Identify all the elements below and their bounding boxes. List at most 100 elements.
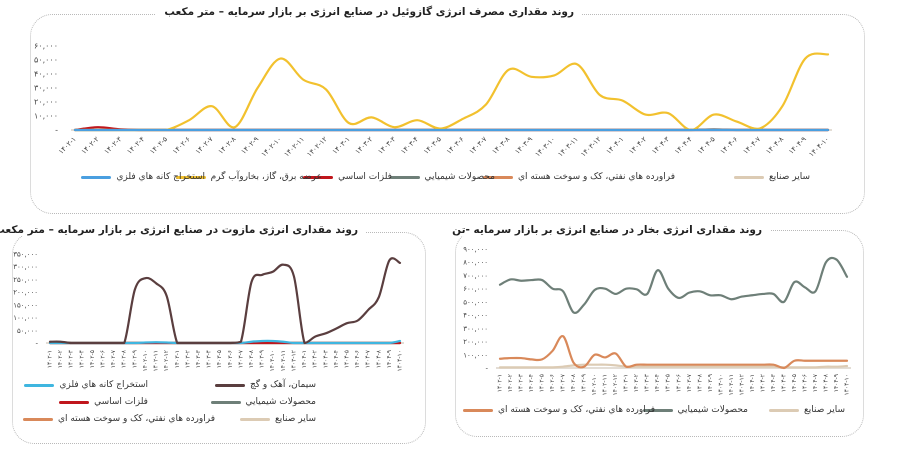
x-tick-label: ۱۴۰۴-۷ xyxy=(365,349,372,368)
x-tick-label: ۱۴۰۴-۶ xyxy=(354,350,361,368)
x-tick-label: ۱۴۰۲-۵ xyxy=(89,350,96,368)
legend-label: فلزات اساسي xyxy=(338,172,392,182)
legend-swatch xyxy=(175,175,206,179)
x-tick-label: ۱۴۰۳-۶ xyxy=(675,374,682,392)
x-tick-label: ۱۴۰۲-۴ xyxy=(528,374,535,392)
x-tick-label: ۱۴۰۳-۹ xyxy=(707,374,714,392)
legend-swatch xyxy=(214,383,245,387)
y-tick-label: ۳۰۰,۰۰۰ xyxy=(13,263,38,271)
x-tick-label: ۱۴۰۳-۴ xyxy=(654,374,661,392)
y-tick-label: ۵۰۰,۰۰۰ xyxy=(463,298,488,306)
legend-item-cement: سیمان، آهک و گچ xyxy=(214,380,316,390)
legend-swatch xyxy=(768,408,799,412)
x-tick-label: ۱۴۰۲-۳ xyxy=(518,373,525,392)
x-tick-label: ۱۴۰۳-۸ xyxy=(248,349,255,368)
y-tick-label: ۴۰۰,۰۰۰ xyxy=(463,312,488,320)
legend-item-mining: استخراج کانه هاي فلزي xyxy=(81,172,205,182)
legend-label: محصولات شيميايي xyxy=(677,405,748,415)
x-tick-label: ۱۴۰۳-۱۲ xyxy=(290,350,297,372)
legend-item-metals: فلزات اساسي xyxy=(303,172,392,182)
x-tick-label: ۱۴۰۲-۱ xyxy=(497,374,504,392)
legend-label: محصولات شيميايي xyxy=(245,397,316,407)
legend-swatch xyxy=(482,175,513,179)
x-tick-label: ۱۴۰۲-۲ xyxy=(57,350,64,368)
x-tick-label: ۱۴۰۳-۱۱ xyxy=(280,350,287,372)
x-tick-label: ۱۴۰۴-۴ xyxy=(780,374,787,392)
legend-item-other: سایر صنایع xyxy=(239,414,316,424)
x-tick-label: ۱۴۰۲-۱ xyxy=(47,350,54,368)
y-tick-label: ۵۰,۰۰۰ xyxy=(34,56,58,65)
legend-label: فلزات اساسي xyxy=(94,397,148,407)
legend-item-chemical: محصولات شيميايي xyxy=(389,172,495,182)
x-tick-label: ۱۴۰۲-۷ xyxy=(560,373,567,392)
legend-label: سایر صنایع xyxy=(768,172,810,182)
x-tick-label: ۱۴۰۴-۳ xyxy=(770,373,777,392)
x-tick-label: ۱۴۰۳-۵ xyxy=(665,374,672,392)
legend-swatch xyxy=(303,175,334,179)
series-line xyxy=(498,363,849,369)
legend-item-refinery: فراورده هاي نفتي، كک و سوخت هسته اي xyxy=(482,172,675,182)
y-tick-label: ۲۵۰,۰۰۰ xyxy=(13,276,38,284)
x-tick-label: ۱۴۰۴-۹ xyxy=(386,350,393,368)
x-tick-label: ۱۴۰۳-۲ xyxy=(633,374,640,392)
y-tick-label: ۹۰۰,۰۰۰ xyxy=(463,246,488,254)
legend-item-metals: فلزات اساسي xyxy=(59,397,148,407)
x-tick-label: ۱۴۰۲-۶ xyxy=(100,350,107,368)
x-tick-label: ۱۴۰۳-۷ xyxy=(686,373,693,392)
legend-item-chemical: محصولات شيميايي xyxy=(642,405,748,415)
x-tick-label: ۱۴۰۳-۶ xyxy=(227,350,234,368)
y-tick-label: - xyxy=(35,340,38,348)
legend-swatch xyxy=(210,400,241,404)
x-tick-label: ۱۴۰۴-۴ xyxy=(333,350,340,368)
x-tick-label: ۱۴۰۴-۸ xyxy=(822,373,829,392)
y-tick-label: ۵۰,۰۰۰ xyxy=(17,327,38,335)
x-tick-label: ۱۴۰۲-۸ xyxy=(570,373,577,392)
x-tick-label: ۱۴۰۳-۱ xyxy=(174,350,181,368)
x-tick-label: ۱۴۰۳-۱ xyxy=(623,374,630,392)
x-tick-label: ۱۴۰۳-۸ xyxy=(696,373,703,392)
y-tick-label: ۶۰,۰۰۰ xyxy=(34,42,58,51)
legend-item-refinery: فراورده هاي نفتي، كک و سوخت هسته اي xyxy=(462,405,655,415)
y-tick-label: ۷۰۰,۰۰۰ xyxy=(463,272,488,280)
x-tick-label: ۱۴۰۳-۳ xyxy=(195,349,202,368)
x-tick-label: ۱۴۰۲-۱۱ xyxy=(602,374,609,396)
legend-swatch xyxy=(22,417,53,421)
x-tick-label: ۱۴۰۲-۴ xyxy=(78,350,85,368)
legend-label: عرضه برق، گاز، بخاروآب گرم xyxy=(210,172,322,182)
x-tick-label: ۱۴۰۴-۱ xyxy=(749,374,756,392)
x-tick-label: ۱۴۰۲-۲ xyxy=(507,374,514,392)
legend-item-mining: استخراج کانه هاي فلزي xyxy=(24,380,148,390)
y-tick-label: ۱۰۰,۰۰۰ xyxy=(13,314,38,322)
x-tick-label: ۱۴۰۴-۶ xyxy=(801,374,808,392)
y-tick-label: ۳۰۰,۰۰۰ xyxy=(463,325,488,333)
x-tick-label: ۱۴۰۳-۵ xyxy=(216,350,223,368)
diesel-chart-title: روند مقداری مصرف انرژی گازوئیل در صنایع … xyxy=(156,6,582,18)
x-tick-label: ۱۴۰۲-۱۲ xyxy=(612,374,619,396)
y-tick-label: ۱۰,۰۰۰ xyxy=(34,112,58,121)
legend-swatch xyxy=(389,175,420,179)
legend-swatch xyxy=(239,417,270,421)
x-tick-label: ۱۴۰۳-۱۲ xyxy=(738,374,745,396)
x-tick-label: ۱۴۰۳-۲ xyxy=(184,350,191,368)
legend-label: فراورده هاي نفتي، كک و سوخت هسته اي xyxy=(497,405,655,415)
x-tick-label: ۱۴۰۲-۱۰ xyxy=(142,350,149,372)
x-tick-label: ۱۴۰۴-۲ xyxy=(759,374,766,392)
x-tick-label: ۱۴۰۳-۷ xyxy=(237,349,244,368)
legend-label: محصولات شيميايي xyxy=(424,172,495,182)
legend-label: سیمان، آهک و گچ xyxy=(249,380,316,390)
legend-item-power: عرضه برق، گاز، بخاروآب گرم xyxy=(175,172,322,182)
x-tick-label: ۱۴۰۲-۱۲ xyxy=(163,350,170,372)
y-tick-label: ۱۵۰,۰۰۰ xyxy=(13,301,38,309)
legend-swatch xyxy=(81,175,112,179)
y-tick-label: - xyxy=(485,365,488,373)
mazut-chart-title: روند مقداری انرژی مازوت در صنایع انرژی ب… xyxy=(0,224,366,236)
legend-item-chemical: محصولات شيميايي xyxy=(210,397,316,407)
x-tick-label: ۱۴۰۳-۱۰ xyxy=(269,350,276,372)
x-tick-label: ۱۴۰۳-۹ xyxy=(259,350,266,368)
y-tick-label: ۴۰,۰۰۰ xyxy=(34,70,58,79)
legend-label: فراورده هاي نفتي، كک و سوخت هسته اي xyxy=(517,172,675,182)
legend-swatch xyxy=(24,383,55,387)
y-tick-label: ۳۵۰,۰۰۰ xyxy=(13,251,38,259)
series-line xyxy=(498,256,849,314)
